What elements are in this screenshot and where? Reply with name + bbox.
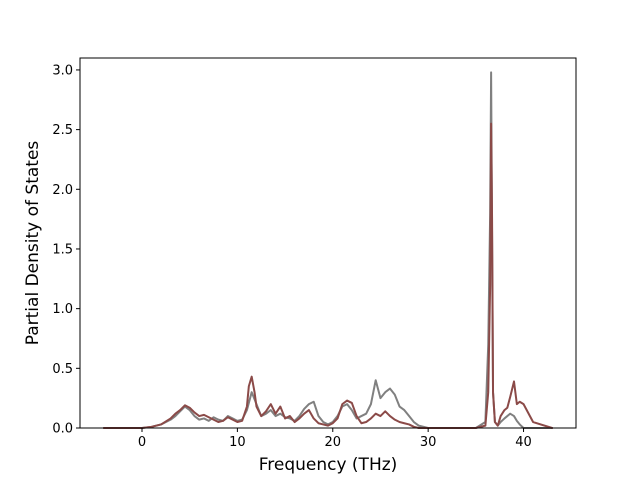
y-axis-label: Partial Density of States (23, 141, 43, 346)
x-tick-label: 40 (515, 435, 532, 450)
y-tick-label: 2.0 (52, 183, 73, 198)
x-tick-label: 30 (420, 435, 437, 450)
y-tick-label: 3.0 (52, 63, 73, 78)
plot-area (80, 58, 576, 428)
y-tick-label: 2.5 (52, 123, 73, 138)
x-tick-label: 20 (324, 435, 341, 450)
y-tick-label: 1.0 (52, 302, 73, 317)
x-tick-label: 10 (229, 435, 246, 450)
y-tick-label: 1.5 (52, 242, 73, 257)
x-axis-ticks: 0 10 20 30 40 (138, 428, 532, 450)
x-tick-label: 0 (138, 435, 146, 450)
y-tick-label: 0.0 (52, 422, 73, 437)
series-line-1 (102, 122, 554, 429)
y-tick-label: 0.5 (52, 362, 73, 377)
series-layer (102, 71, 554, 429)
x-axis-label: Frequency (THz) (259, 455, 398, 475)
y-axis-ticks: 0.0 0.5 1.0 1.5 2.0 2.5 3.0 (52, 63, 80, 437)
plot-frame (79, 57, 577, 429)
